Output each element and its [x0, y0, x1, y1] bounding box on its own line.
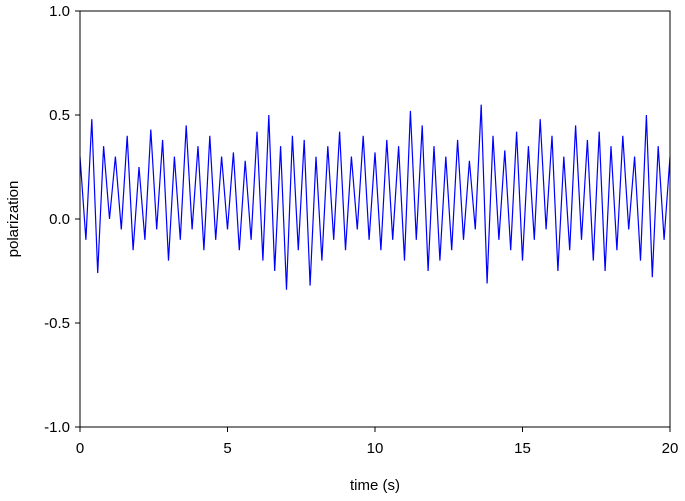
y-tick-label: -1.0 — [44, 419, 70, 436]
y-tick-label: 1.0 — [49, 3, 70, 20]
y-tick-label: 0.5 — [49, 107, 70, 124]
y-axis-label: polarization — [5, 181, 22, 258]
data-line — [79, 104, 671, 290]
plot-frame — [79, 10, 671, 428]
y-tick-label: -0.5 — [44, 315, 70, 332]
x-tick-label: 0 — [76, 440, 84, 457]
x-tick-label: 5 — [223, 440, 231, 457]
y-tick-label: 0.0 — [49, 211, 70, 228]
x-axis-label: time (s) — [350, 477, 400, 494]
x-tick-label: 20 — [662, 440, 679, 457]
x-tick-label: 10 — [367, 440, 384, 457]
x-tick-label: 15 — [514, 440, 531, 457]
